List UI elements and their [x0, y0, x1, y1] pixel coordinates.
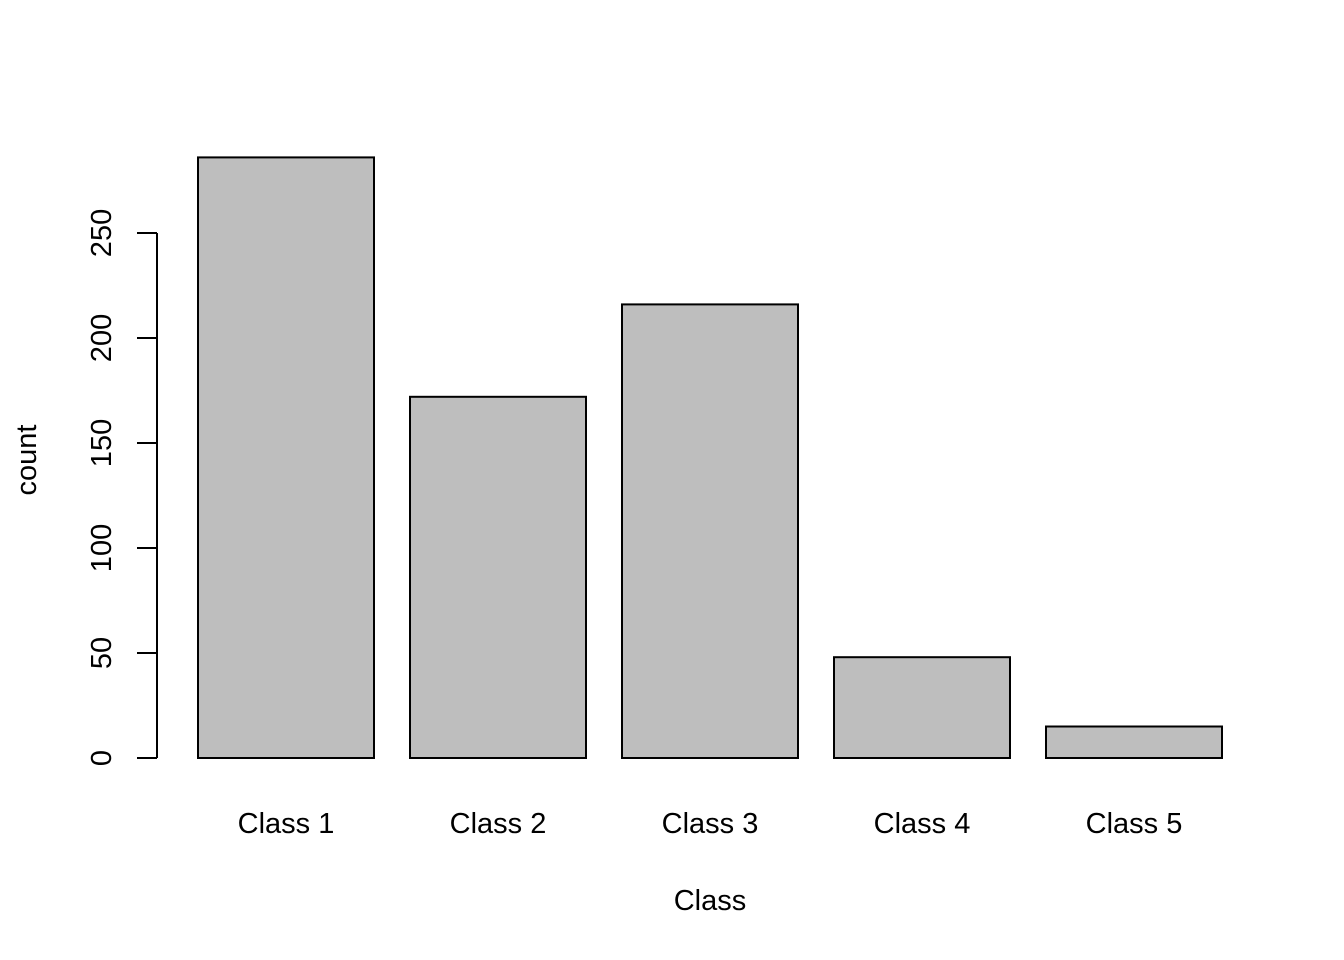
bar-5 [1045, 725, 1223, 759]
x-category-label-1: Class 1 [238, 808, 335, 840]
y-axis: 0 50 100 150 200 250 [86, 209, 158, 766]
x-category-label-3: Class 3 [662, 808, 759, 840]
bar-2 [409, 395, 587, 759]
y-tick-label-0: 0 [86, 750, 118, 766]
y-tick-label-250: 250 [86, 209, 118, 257]
x-category-label-5: Class 5 [1086, 808, 1183, 840]
y-tick-label-100: 100 [86, 524, 118, 572]
bars-group [197, 156, 1223, 760]
bar-4 [833, 656, 1011, 760]
y-axis-label: count [11, 425, 43, 496]
y-tick-label-150: 150 [86, 419, 118, 467]
y-tick-label-50: 50 [86, 637, 118, 669]
x-category-label-2: Class 2 [450, 808, 547, 840]
y-tick-label-200: 200 [86, 314, 118, 362]
x-category-label-4: Class 4 [874, 808, 971, 840]
bar-3 [621, 303, 799, 759]
x-axis-label: Class [674, 885, 747, 917]
x-category-labels: Class 1 Class 2 Class 3 Class 4 Class 5 [238, 808, 1183, 840]
bar-1 [197, 156, 375, 759]
